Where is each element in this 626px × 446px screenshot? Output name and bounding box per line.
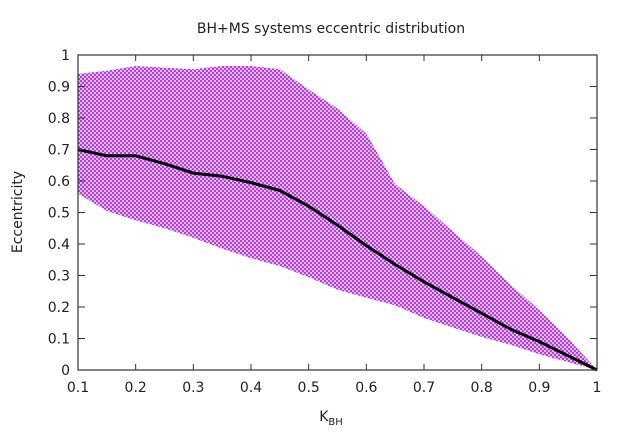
y-tick-label: 0.9 bbox=[48, 80, 70, 96]
y-tick-label: 0.6 bbox=[48, 174, 70, 190]
x-axis-label: KBH bbox=[319, 409, 343, 428]
x-tick-label: 0.3 bbox=[182, 380, 204, 396]
y-tick-labels: 0 0.1 0.2 0.3 0.4 0.5 0.6 0.7 0.8 0.9 1 bbox=[48, 48, 70, 379]
range-band bbox=[78, 66, 597, 370]
chart-title: BH+MS systems eccentric distribution bbox=[197, 21, 465, 37]
axes bbox=[77, 54, 598, 371]
y-tick-label: 0.3 bbox=[48, 269, 70, 285]
y-tick-label: 0.5 bbox=[48, 206, 70, 222]
y-tick-label: 0.2 bbox=[48, 300, 70, 316]
y-tick-label: 1 bbox=[61, 48, 70, 64]
line-layer bbox=[77, 148, 598, 372]
x-tick-label: 0.1 bbox=[67, 380, 89, 396]
x-tick-label: 0.8 bbox=[471, 380, 493, 396]
y-tick-label: 0.1 bbox=[48, 332, 70, 348]
x-axis-label-main: K bbox=[319, 409, 329, 425]
y-tick-label: 0.7 bbox=[48, 143, 70, 159]
y-axis-label: Eccentricity bbox=[10, 171, 26, 253]
x-tick-label: 1 bbox=[593, 380, 602, 396]
x-tick-label: 0.4 bbox=[240, 380, 262, 396]
x-tick-label: 0.7 bbox=[413, 380, 435, 396]
band-layer bbox=[78, 66, 597, 370]
mean-line bbox=[77, 148, 598, 372]
x-tick-labels: 0.1 0.2 0.3 0.4 0.5 0.6 0.7 0.8 0.9 1 bbox=[67, 380, 602, 396]
x-axis-label-subscript: BH bbox=[328, 417, 342, 428]
x-tick-label: 0.5 bbox=[298, 380, 320, 396]
y-tick-label: 0.8 bbox=[48, 111, 70, 127]
x-tick-label: 0.9 bbox=[528, 380, 550, 396]
y-tick-label: 0 bbox=[61, 363, 70, 379]
x-tick-label: 0.2 bbox=[125, 380, 147, 396]
x-tick-label: 0.6 bbox=[355, 380, 377, 396]
y-tick-label: 0.4 bbox=[48, 237, 70, 253]
